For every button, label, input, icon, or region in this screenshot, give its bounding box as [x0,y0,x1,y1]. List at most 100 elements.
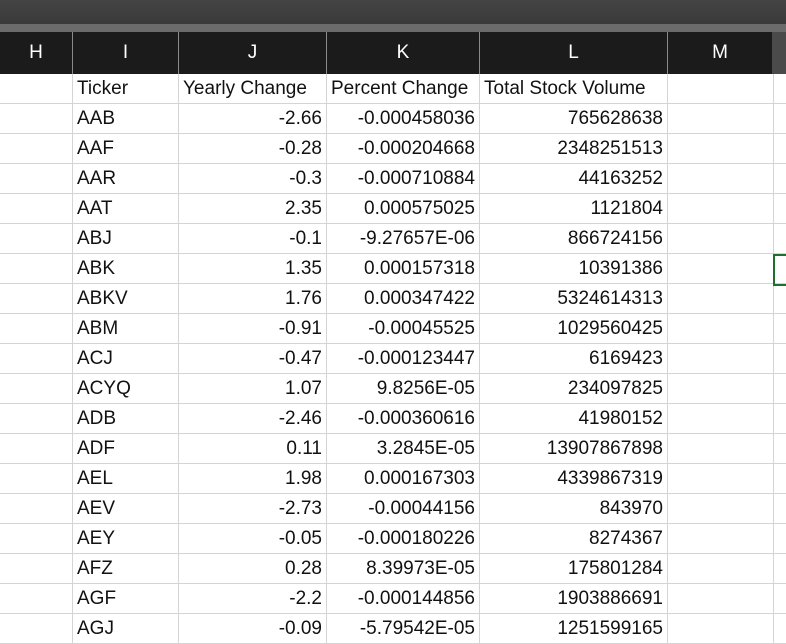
percent-change-cell[interactable]: 0.000157318 [327,254,480,284]
column-header-h[interactable]: H [0,32,73,74]
cell-m[interactable] [668,284,774,314]
total-stock-volume-cell[interactable]: 44163252 [480,164,668,194]
ticker-cell[interactable]: ABJ [73,224,179,254]
percent-change-header-cell[interactable]: Percent Change [327,74,480,104]
ticker-cell[interactable]: AGF [73,584,179,614]
cell-m[interactable] [668,614,774,644]
total-stock-volume-cell[interactable]: 2348251513 [480,134,668,164]
percent-change-cell[interactable]: 0.000575025 [327,194,480,224]
cell-n[interactable] [774,584,786,614]
cell-h[interactable] [0,584,73,614]
percent-change-cell[interactable]: -0.000123447 [327,344,480,374]
percent-change-cell[interactable]: -0.000360616 [327,404,480,434]
total-stock-volume-cell[interactable]: 866724156 [480,224,668,254]
ticker-header-cell[interactable]: Ticker [73,74,179,104]
yearly-change-cell[interactable]: -2.2 [179,584,327,614]
yearly-change-header-cell[interactable]: Yearly Change [179,74,327,104]
cell-n[interactable] [774,314,786,344]
yearly-change-cell[interactable]: 1.35 [179,254,327,284]
ticker-cell[interactable]: AEY [73,524,179,554]
cell-n[interactable] [774,284,786,314]
cell-n[interactable] [774,74,786,104]
cell-m[interactable] [668,554,774,584]
total-stock-volume-cell[interactable]: 843970 [480,494,668,524]
ticker-cell[interactable]: ABKV [73,284,179,314]
ticker-cell[interactable]: AEV [73,494,179,524]
cell-h[interactable] [0,494,73,524]
total-stock-volume-cell[interactable]: 5324614313 [480,284,668,314]
column-header-l[interactable]: L [480,32,668,74]
total-stock-volume-cell[interactable]: 1903886691 [480,584,668,614]
total-stock-volume-cell[interactable]: 10391386 [480,254,668,284]
cell-m[interactable] [668,494,774,524]
cell-m[interactable] [668,464,774,494]
percent-change-cell[interactable]: 0.000167303 [327,464,480,494]
cell-h[interactable] [0,284,73,314]
percent-change-cell[interactable]: 8.39973E-05 [327,554,480,584]
cell-m[interactable] [668,254,774,284]
total-stock-volume-cell[interactable]: 41980152 [480,404,668,434]
ticker-cell[interactable]: ACJ [73,344,179,374]
percent-change-cell[interactable]: -0.000458036 [327,104,480,134]
percent-change-cell[interactable]: -0.000180226 [327,524,480,554]
cell-m[interactable] [668,584,774,614]
cell-m[interactable] [668,224,774,254]
cell-m[interactable] [668,374,774,404]
percent-change-cell[interactable]: -0.00044156 [327,494,480,524]
total-stock-volume-header-cell[interactable]: Total Stock Volume [480,74,668,104]
cell-n[interactable] [774,554,786,584]
yearly-change-cell[interactable]: -0.1 [179,224,327,254]
cell-h[interactable] [0,224,73,254]
cell-m[interactable] [668,164,774,194]
column-header-m[interactable]: M [668,32,772,74]
percent-change-cell[interactable]: 3.2845E-05 [327,434,480,464]
ticker-cell[interactable]: AEL [73,464,179,494]
cell-n[interactable] [774,494,786,524]
cell-h[interactable] [0,614,73,644]
cell-n[interactable] [774,614,786,644]
percent-change-cell[interactable]: -0.00045525 [327,314,480,344]
percent-change-cell[interactable]: -0.000204668 [327,134,480,164]
total-stock-volume-cell[interactable]: 6169423 [480,344,668,374]
cell-h[interactable] [0,404,73,434]
cell-m[interactable] [668,344,774,374]
cell-h[interactable] [0,524,73,554]
cell-h[interactable] [0,74,73,104]
cell-n[interactable] [774,164,786,194]
cell-n[interactable] [774,464,786,494]
column-header-j[interactable]: J [179,32,327,74]
yearly-change-cell[interactable]: 2.35 [179,194,327,224]
cell-n[interactable] [774,434,786,464]
yearly-change-cell[interactable]: -2.46 [179,404,327,434]
cell-m[interactable] [668,104,774,134]
yearly-change-cell[interactable]: 0.11 [179,434,327,464]
percent-change-cell[interactable]: -0.000710884 [327,164,480,194]
ticker-cell[interactable]: ADF [73,434,179,464]
cell-n[interactable] [774,194,786,224]
cell-h[interactable] [0,434,73,464]
total-stock-volume-cell[interactable]: 8274367 [480,524,668,554]
total-stock-volume-cell[interactable]: 4339867319 [480,464,668,494]
cell-h[interactable] [0,464,73,494]
total-stock-volume-cell[interactable]: 234097825 [480,374,668,404]
ticker-cell[interactable]: AAF [73,134,179,164]
cell-n[interactable] [774,134,786,164]
ticker-cell[interactable]: AAT [73,194,179,224]
ticker-cell[interactable]: ADB [73,404,179,434]
yearly-change-cell[interactable]: -0.05 [179,524,327,554]
ticker-cell[interactable]: ABK [73,254,179,284]
cell-m[interactable] [668,404,774,434]
cell-n[interactable] [774,524,786,554]
cell-m[interactable] [668,524,774,554]
ticker-cell[interactable]: ABM [73,314,179,344]
total-stock-volume-cell[interactable]: 13907867898 [480,434,668,464]
column-header-i[interactable]: I [73,32,179,74]
cell-h[interactable] [0,314,73,344]
ticker-cell[interactable]: ACYQ [73,374,179,404]
yearly-change-cell[interactable]: -0.91 [179,314,327,344]
percent-change-cell[interactable]: -9.27657E-06 [327,224,480,254]
yearly-change-cell[interactable]: 1.76 [179,284,327,314]
percent-change-cell[interactable]: 9.8256E-05 [327,374,480,404]
cell-n[interactable] [774,254,786,284]
cell-h[interactable] [0,554,73,584]
